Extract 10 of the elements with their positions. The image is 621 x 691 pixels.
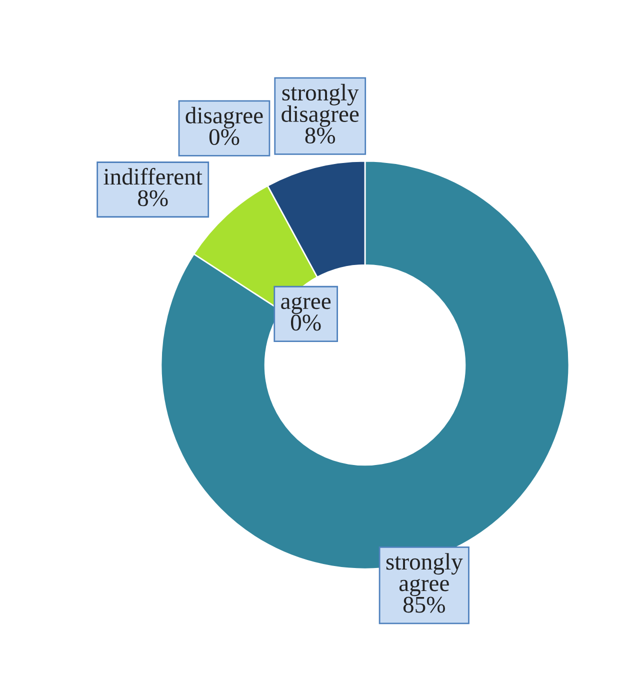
slice-label: strongly agree (386, 553, 463, 596)
text: 0% (209, 129, 240, 146)
data-label: 85% (403, 596, 445, 613)
category-label: agree (281, 296, 331, 314)
category-label: disagree (186, 106, 263, 128)
data-label: 8% (305, 128, 336, 144)
text: 0% (291, 314, 321, 331)
slice-label: indifferent (104, 168, 202, 185)
data-label: 8% (138, 190, 168, 206)
slice-label: strongly disagree (282, 84, 359, 127)
